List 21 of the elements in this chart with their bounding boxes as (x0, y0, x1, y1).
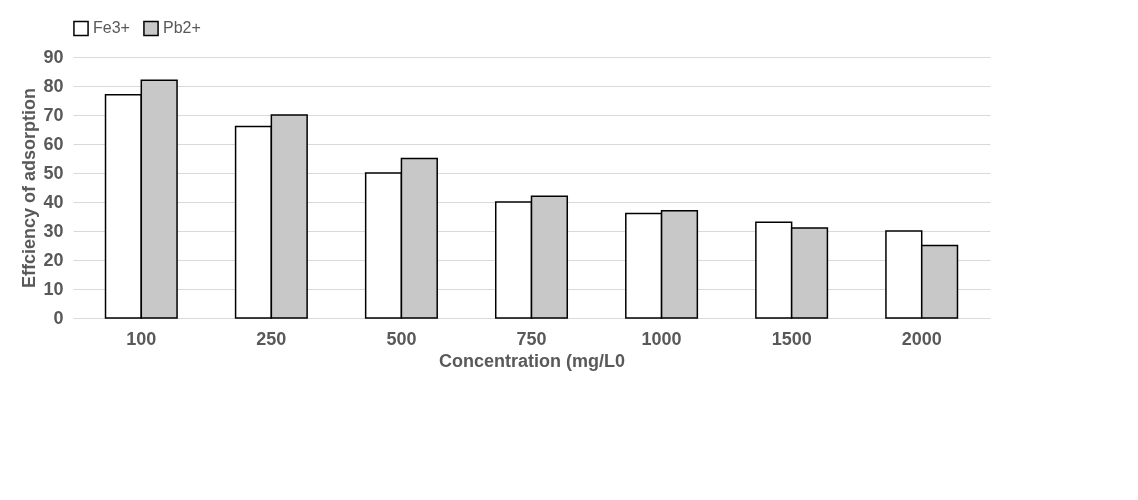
y-tick-label: 70 (43, 104, 64, 125)
x-tick-label: 750 (516, 328, 547, 349)
y-tick-label: 60 (43, 133, 64, 154)
x-tick-label: 100 (126, 328, 157, 349)
y-tick-label: 30 (43, 220, 64, 241)
legend-label: Pb2+ (163, 19, 201, 37)
x-tick-label: 500 (386, 328, 417, 349)
y-tick-label: 20 (43, 249, 64, 270)
x-tick-label: 250 (256, 328, 287, 349)
x-tick-label: 1000 (641, 328, 682, 349)
x-tick-label: 1500 (771, 328, 812, 349)
legend-label: Fe3+ (93, 19, 130, 37)
y-tick-label: 90 (43, 46, 64, 67)
y-tick-label: 80 (43, 75, 64, 96)
y-tick-label: 10 (43, 278, 64, 299)
x-axis-title: Concentration (mg/L0 (438, 350, 626, 371)
y-axis-title: Effciency of adsorption (19, 87, 40, 289)
y-tick-label: 0 (53, 307, 64, 328)
y-tick-label: 50 (43, 162, 64, 183)
y-tick-label: 40 (43, 191, 64, 212)
x-tick-label: 2000 (901, 328, 942, 349)
